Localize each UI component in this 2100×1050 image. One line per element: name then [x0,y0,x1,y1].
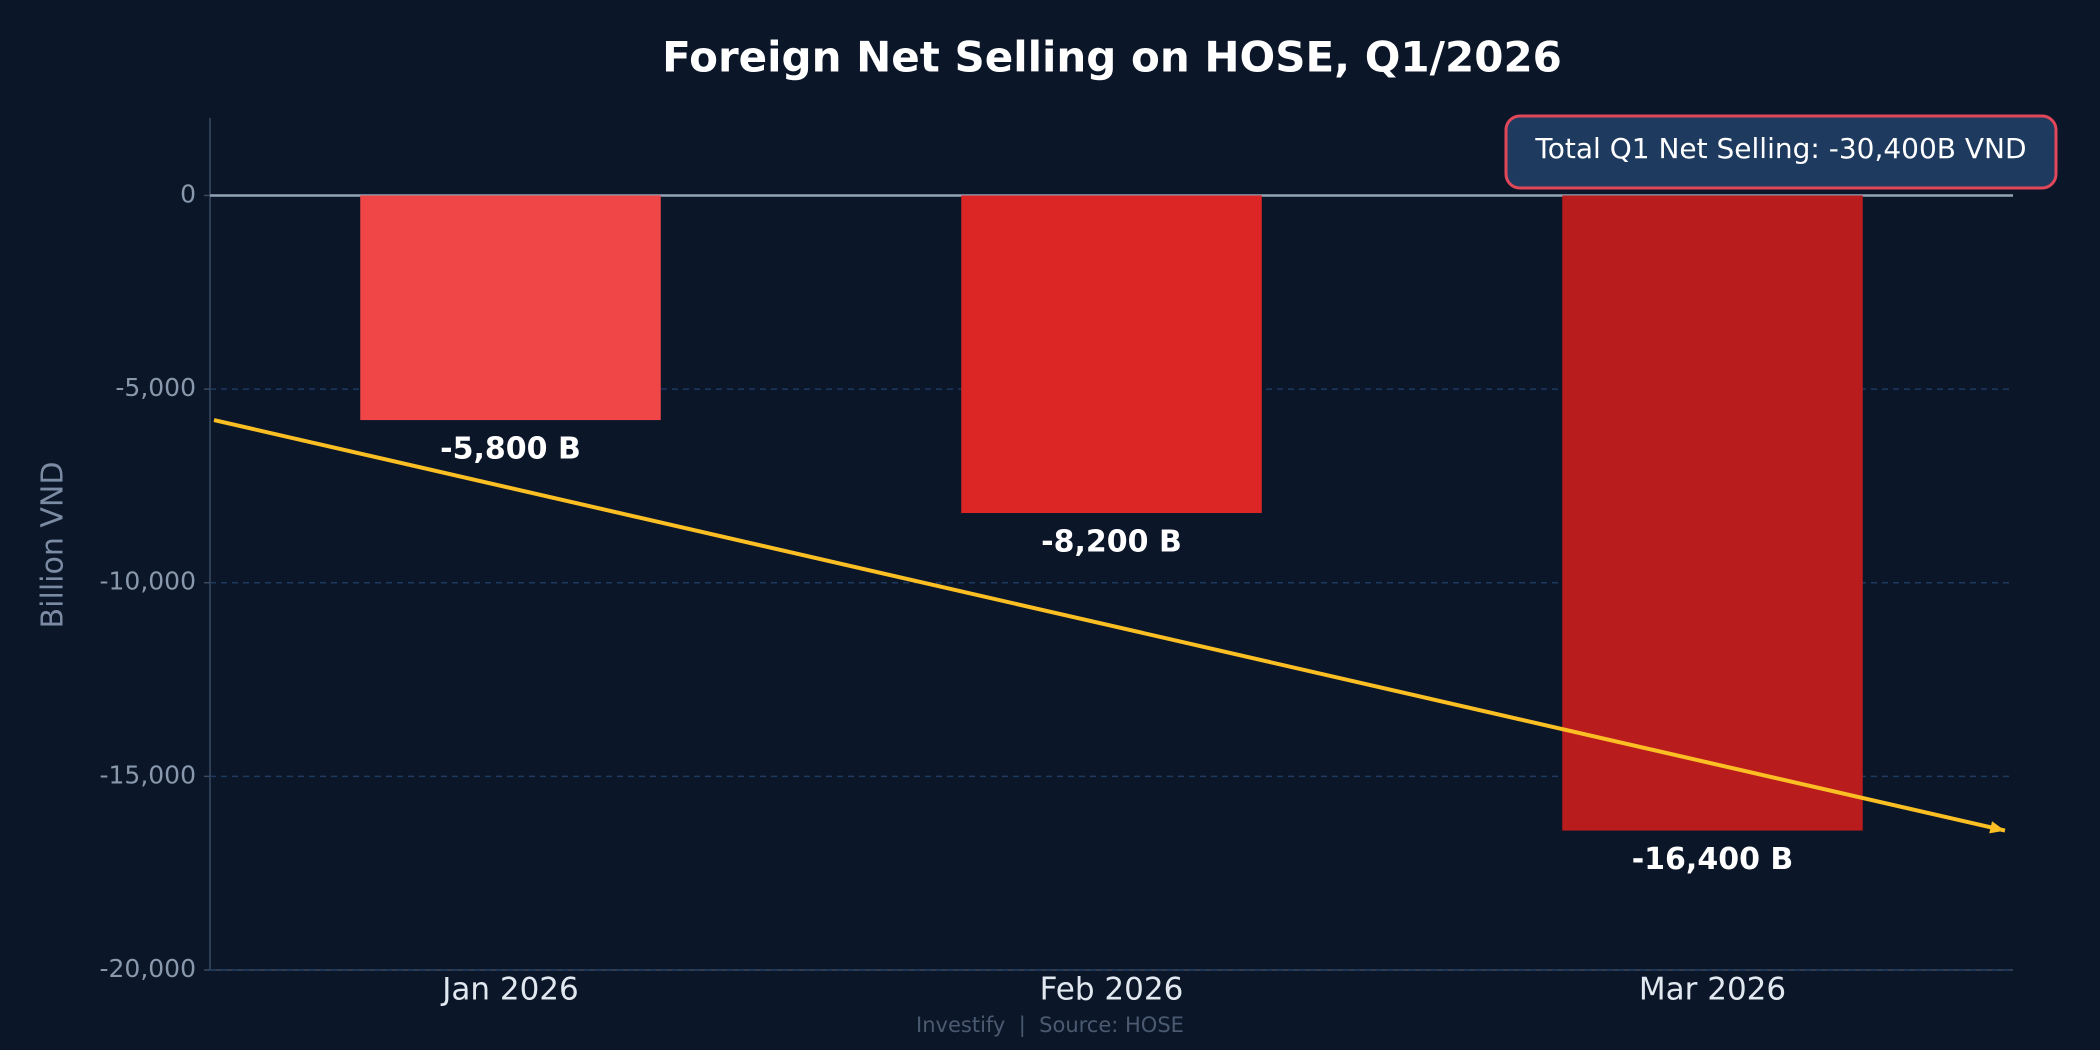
x-tick-label: Jan 2026 [440,972,579,1008]
annotation: Total Q1 Net Selling: -30,400B VND [1534,132,2026,165]
bar [1562,195,1863,831]
y-tick-label: -15,000 [100,760,197,789]
x-tick-label: Mar 2026 [1639,972,1786,1008]
trend-arrowhead [1989,821,2005,834]
annotation-box [1504,114,2058,190]
trend-line [213,418,2006,833]
bar [961,195,1262,514]
y-tick-label: -5,000 [115,373,196,402]
footer: Investify | Source: HOSE [916,1013,1184,1038]
value-label: -5,800 B [440,432,581,467]
y-axis-label: Billion VND [36,462,71,629]
y-tick-label: -10,000 [100,567,197,596]
y-tick-label: 0 [180,179,196,208]
y-tick-label: -20,000 [100,954,197,983]
bar [360,195,661,421]
value-label: -8,200 B [1041,525,1182,560]
chart-title: Foreign Net Selling on HOSE, Q1/2026 [662,33,1562,82]
x-tick-label: Feb 2026 [1040,972,1184,1008]
value-label: -16,400 B [1632,842,1794,877]
